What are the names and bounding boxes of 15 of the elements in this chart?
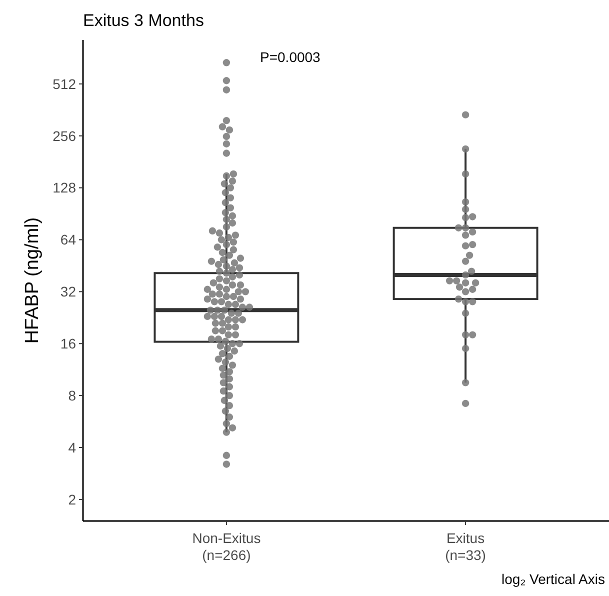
y-tick-label: 32 (60, 284, 76, 300)
annotation: P=0.0003 (260, 49, 321, 65)
y-tick-label: 16 (60, 336, 76, 352)
y-tick-label: 256 (52, 128, 76, 144)
y-tick-label: 8 (68, 387, 76, 404)
y-tick-label: 512 (52, 76, 76, 92)
chart-title: Exitus 3 Months (83, 11, 204, 30)
y-axis-title: HFABP (ng/ml) (22, 217, 43, 344)
y-tick-label: 4 (68, 439, 76, 456)
x-tick-label: Exitus (n=33) (445, 530, 486, 563)
y-tick-label: 2 (68, 491, 76, 508)
y-tick-label: 64 (60, 232, 76, 248)
y-tick-label: 128 (52, 180, 76, 196)
x-tick-label: Non-Exitus (n=266) (192, 530, 261, 563)
text: log₂ Vertical Axis (502, 571, 605, 587)
